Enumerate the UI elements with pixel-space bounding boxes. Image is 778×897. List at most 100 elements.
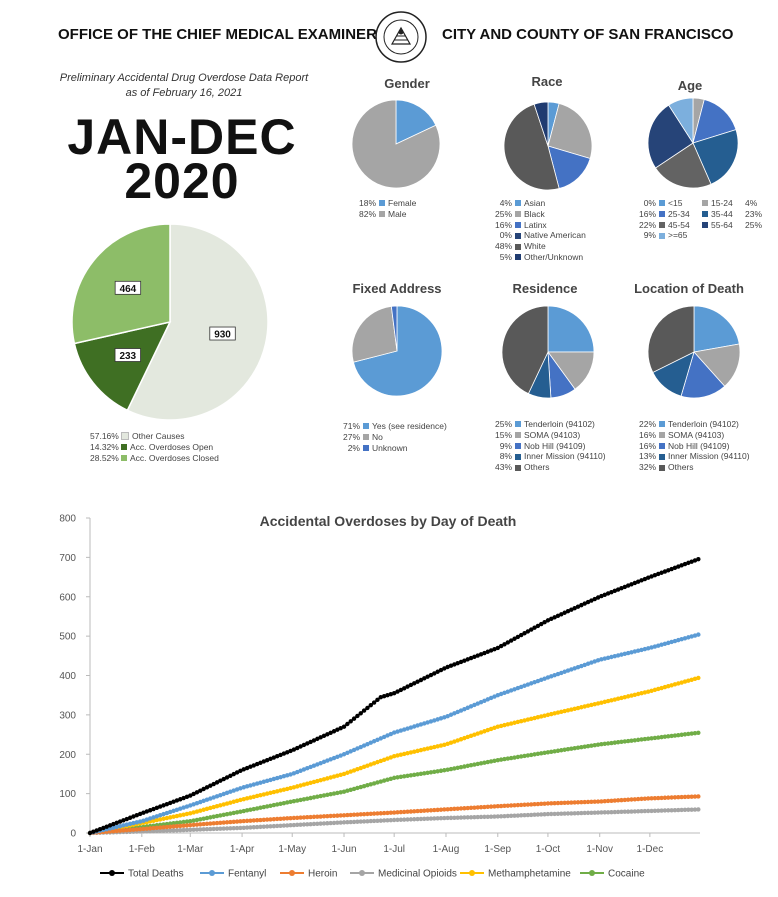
y-tick-label: 100	[59, 789, 76, 800]
data-point	[652, 795, 658, 801]
data-point	[405, 750, 410, 756]
legend-swatch	[659, 221, 665, 228]
data-point	[258, 805, 263, 810]
data-point	[224, 790, 230, 796]
data-point	[522, 753, 527, 759]
data-point	[208, 805, 213, 811]
data-point	[388, 817, 394, 823]
data-point	[629, 693, 634, 698]
data-point	[545, 618, 551, 623]
data-point	[351, 768, 357, 773]
data-point	[258, 824, 263, 830]
pie-slice-soma-94103-	[693, 343, 741, 387]
data-point	[415, 808, 420, 814]
data-point	[645, 646, 651, 651]
data-point	[642, 646, 648, 652]
legend-swatch	[702, 211, 708, 218]
data-point	[391, 817, 397, 823]
data-point	[672, 733, 678, 738]
data-point	[582, 662, 587, 668]
legend-swatch	[659, 200, 665, 207]
legend-item: 14.32% Acc. Overdoses Open	[90, 441, 214, 452]
data-point	[281, 823, 287, 828]
data-point	[117, 819, 123, 824]
legend-item: 25% Black	[494, 208, 545, 219]
data-point	[572, 666, 577, 671]
svg-text:464: 464	[120, 284, 137, 295]
data-point	[498, 803, 504, 809]
data-point	[244, 818, 250, 824]
data-point	[442, 666, 447, 671]
data-point	[599, 657, 604, 662]
data-point	[666, 568, 671, 573]
data-point	[351, 812, 357, 817]
legend-swatch	[515, 211, 521, 218]
data-point	[321, 759, 327, 765]
data-point	[539, 677, 544, 683]
data-point	[161, 811, 166, 817]
data-point	[348, 769, 353, 774]
data-point	[408, 725, 414, 730]
data-point	[395, 775, 400, 780]
data-point	[328, 757, 333, 762]
data-point	[412, 817, 417, 822]
legend-swatch	[659, 442, 665, 449]
data-point	[696, 807, 701, 812]
data-point	[124, 816, 129, 822]
x-tick-label: 1-Aug	[433, 844, 460, 855]
svg-text:930: 930	[214, 330, 231, 341]
data-point	[234, 825, 240, 831]
data-point	[191, 791, 196, 797]
data-point	[348, 749, 353, 754]
data-point	[495, 814, 500, 819]
x-tick-label: 1-Dec	[637, 844, 664, 855]
data-point	[572, 800, 577, 805]
pie-slice--65	[668, 97, 694, 145]
data-point	[659, 642, 664, 647]
data-point	[662, 795, 668, 800]
data-point	[669, 683, 674, 688]
data-point	[525, 717, 531, 722]
data-point	[137, 811, 143, 817]
pie-value-label: 930	[209, 326, 236, 341]
data-point	[452, 806, 457, 812]
data-point	[375, 737, 380, 743]
data-point	[485, 727, 490, 733]
data-point	[87, 830, 93, 836]
data-point	[174, 824, 180, 829]
data-point	[285, 800, 290, 805]
data-point	[278, 788, 283, 793]
data-point	[338, 753, 343, 758]
data-point	[388, 731, 394, 737]
data-point	[204, 815, 210, 821]
data-point	[472, 814, 477, 820]
data-point	[645, 808, 651, 814]
data-point	[341, 789, 347, 794]
data-point	[338, 820, 343, 825]
data-point	[288, 772, 293, 777]
data-point	[518, 754, 524, 759]
data-point	[438, 807, 444, 812]
data-point	[542, 713, 547, 718]
data-point	[244, 808, 250, 813]
data-point	[442, 715, 447, 720]
data-point	[465, 763, 470, 769]
data-point	[171, 808, 176, 814]
data-point	[375, 759, 380, 765]
legend-swatch	[121, 444, 127, 451]
data-point	[395, 817, 400, 823]
data-point	[401, 751, 407, 757]
svg-text:233: 233	[119, 351, 136, 362]
data-point	[656, 808, 661, 813]
data-point	[609, 740, 614, 746]
legend-row: 0% <15 15-24 4%	[643, 198, 758, 208]
data-point	[311, 779, 317, 785]
data-point	[305, 822, 310, 827]
data-point	[315, 736, 320, 742]
data-point	[121, 828, 126, 833]
data-point	[512, 813, 517, 818]
data-point	[512, 803, 517, 808]
data-point	[595, 701, 601, 706]
data-point	[258, 793, 263, 798]
data-point	[164, 801, 170, 807]
